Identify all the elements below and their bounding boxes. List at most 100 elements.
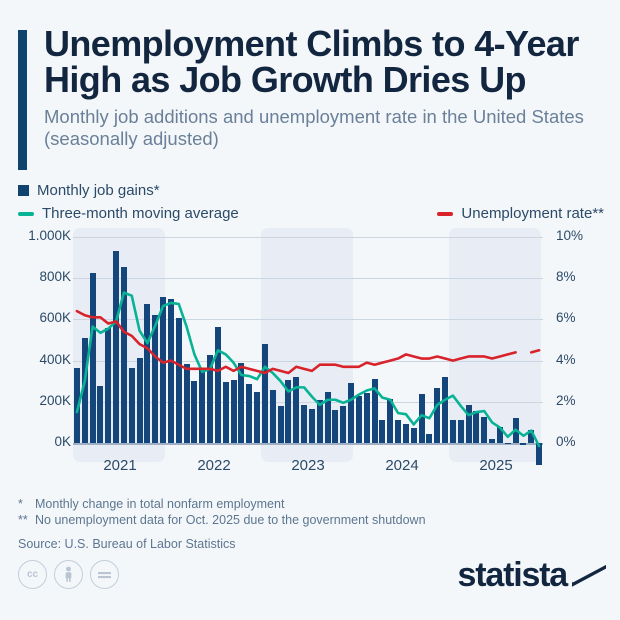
- bar: [254, 391, 261, 443]
- bar: [316, 399, 323, 443]
- bar: [238, 362, 245, 443]
- bar: [496, 426, 503, 443]
- bar: [457, 420, 464, 443]
- footnote-1: * Monthly change in total nonfarm employ…: [18, 497, 606, 513]
- bar: [355, 395, 362, 443]
- bar: [152, 315, 159, 443]
- bar: [136, 357, 143, 443]
- bar: [332, 410, 339, 443]
- y-tick-left: 400K: [39, 351, 71, 367]
- legend-swatch-teal-line-icon: [18, 211, 34, 216]
- bar: [277, 405, 284, 443]
- chart-area: 0K 200K 400K 600K 800K 1.000K 0% 2% 4% 6% 8% 10% 2…: [0, 228, 620, 490]
- cc-by-person-icon: [54, 560, 83, 589]
- bar: [379, 420, 386, 443]
- bar: [489, 438, 496, 443]
- bar: [387, 398, 394, 443]
- legend-label-job-gains: Monthly job gains*: [37, 182, 160, 199]
- bar: [520, 443, 527, 446]
- statista-wordmark: statista: [457, 556, 569, 594]
- bar: [402, 424, 409, 443]
- legend-swatch-bar-icon: [18, 185, 29, 196]
- chart-legend: Monthly job gains* Three-month moving av…: [18, 182, 606, 226]
- bar: [128, 367, 135, 443]
- bar: [293, 377, 300, 443]
- legend-swatch-red-line-icon: [437, 211, 454, 216]
- y-tick-right: 4%: [556, 351, 576, 367]
- bar: [504, 443, 511, 445]
- gridline: [73, 237, 543, 238]
- gridline: [73, 278, 543, 280]
- bar: [324, 391, 331, 443]
- y-tick-right: 2%: [556, 392, 576, 408]
- gridline: [73, 401, 543, 403]
- bar: [167, 298, 174, 443]
- bar: [207, 355, 214, 443]
- y-tick-left: 600K: [39, 310, 71, 326]
- bar: [285, 380, 292, 443]
- equals-glyph: [98, 571, 111, 578]
- cc-nd-equals-icon: [90, 560, 119, 589]
- line-moving-average: [75, 291, 541, 448]
- y-tick-left: 800K: [39, 269, 71, 285]
- bar: [120, 266, 127, 443]
- bar: [183, 363, 190, 443]
- bar: [308, 409, 315, 443]
- bar: [261, 344, 268, 443]
- x-tick-2024: 2024: [385, 457, 419, 474]
- bar: [418, 393, 425, 443]
- bar: [449, 420, 456, 443]
- bar: [473, 411, 480, 443]
- gridline: [73, 443, 543, 445]
- gridline: [73, 360, 543, 362]
- footnote-2-mark: **: [18, 512, 28, 527]
- y-tick-right: 0%: [556, 434, 576, 449]
- plot-area: [73, 237, 543, 465]
- bar: [395, 420, 402, 443]
- accent-bar: [18, 30, 27, 170]
- bar: [89, 273, 96, 443]
- bar: [536, 443, 543, 465]
- bar: [97, 386, 104, 443]
- bar: [434, 388, 441, 443]
- y-tick-left: 1.000K: [28, 228, 71, 243]
- bar: [442, 377, 449, 443]
- footnote-1-mark: *: [18, 497, 23, 511]
- y-tick-right: 8%: [556, 269, 576, 285]
- page-title: Unemployment Climbs to 4-Year High as Jo…: [44, 23, 579, 100]
- bar: [301, 404, 308, 443]
- cc-icon: cc: [18, 560, 47, 589]
- person-glyph: [65, 566, 72, 582]
- legend-item-moving-average: Three-month moving average: [18, 205, 239, 222]
- y-tick-left: 200K: [39, 392, 71, 408]
- creative-commons-badges: cc: [18, 560, 119, 589]
- bar: [481, 417, 488, 443]
- bar: [269, 390, 276, 443]
- x-tick-2023: 2023: [291, 457, 325, 474]
- footnote-2: ** No unemployment data for Oct. 2025 du…: [18, 513, 606, 529]
- footnote-1-text: Monthly change in total nonfarm employme…: [35, 497, 285, 511]
- line-unemployment-rate: [75, 309, 541, 375]
- legend-label-unemployment-rate: Unemployment rate**: [461, 205, 604, 222]
- source-text: Source: U.S. Bureau of Labor Statistics: [18, 537, 236, 551]
- bar: [465, 404, 472, 443]
- bar: [222, 382, 229, 443]
- statista-logo: statista: [458, 558, 606, 592]
- bar: [199, 369, 206, 443]
- bar: [528, 429, 535, 443]
- bar-series: [73, 237, 543, 465]
- bar: [246, 384, 253, 443]
- bar: [105, 327, 112, 443]
- bar: [340, 405, 347, 443]
- y-tick-right: 6%: [556, 310, 576, 326]
- legend-label-moving-average: Three-month moving average: [42, 205, 239, 222]
- x-tick-2022: 2022: [197, 457, 231, 474]
- gridline: [73, 319, 543, 321]
- bar: [81, 337, 88, 443]
- header: Unemployment Climbs to 4-Year High as Jo…: [18, 23, 606, 170]
- footnote-2-text: No unemployment data for Oct. 2025 due t…: [35, 512, 426, 527]
- bar: [73, 367, 80, 443]
- bar: [144, 303, 151, 443]
- bar: [230, 380, 237, 443]
